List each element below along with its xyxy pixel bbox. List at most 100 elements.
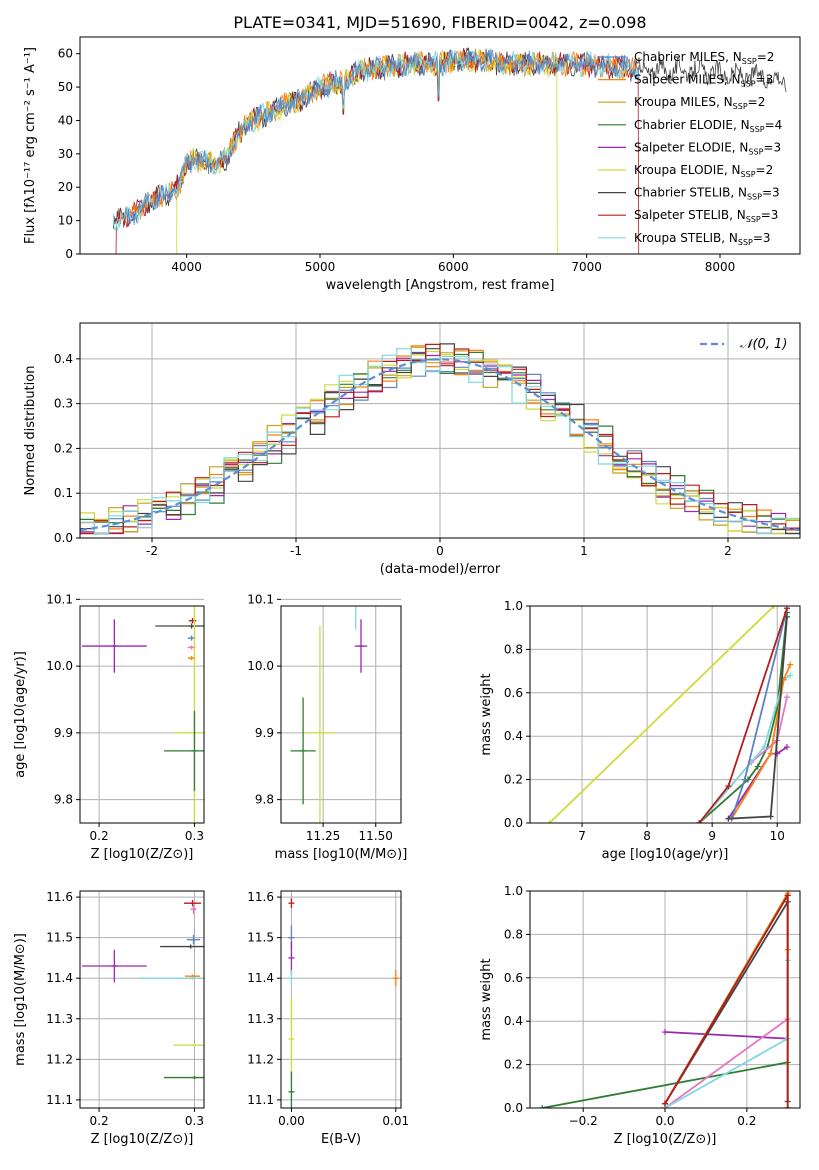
y-tick-label: 11.6 <box>46 890 73 904</box>
mass_vs_ebv-points <box>288 898 399 1108</box>
y-tick-label: 10 <box>58 214 73 228</box>
y-tick-label: 11.2 <box>46 1052 73 1066</box>
mass_vs_ebv-frame <box>280 890 402 1109</box>
x-tick-label: 4000 <box>171 260 202 274</box>
residual-histograms <box>80 343 800 535</box>
data-point <box>662 1100 668 1107</box>
y-tick-label: 10.0 <box>247 659 274 673</box>
y-tick-label: 0.0 <box>54 531 73 545</box>
legend-label: Salpeter STELIB, NSSP=3 <box>634 208 778 224</box>
age_vs_Z-ylabel: age [log10(age/yr)] <box>13 651 28 778</box>
y-tick-label: 60 <box>58 47 73 61</box>
y-tick-label: 11.5 <box>247 931 274 945</box>
legend-label: Kroupa ELODIE, NSSP=2 <box>634 163 773 179</box>
x-tick-label: 9 <box>708 829 716 843</box>
y-tick-label: 11.4 <box>247 971 274 985</box>
mass_weight_vs_age-series <box>546 606 794 823</box>
data-point <box>783 694 790 701</box>
data-point <box>787 672 794 679</box>
spectrum-line <box>124 48 641 226</box>
legend-text: Kroupa STELIB, N <box>634 231 738 245</box>
mass_weight_vs_Z-axes: −0.2 0.0 0.2 0.0 0.2 0.4 0.6 0.8 1.0 <box>504 884 800 1128</box>
legend-label: Chabrier MILES, NSSP=2 <box>634 50 774 66</box>
legend-label: Salpeter ELODIE, NSSP=3 <box>634 140 781 156</box>
x-tick-label: 6000 <box>438 260 469 274</box>
y-tick-label: 9.9 <box>54 726 73 740</box>
y-tick-label: 11.5 <box>46 931 73 945</box>
y-tick-label: 20 <box>58 180 73 194</box>
legend-subscript: SSP <box>742 57 757 66</box>
mass_vs_Z-ylabel: mass [log10(M/M⊙)] <box>13 933 28 1066</box>
residuals-frame <box>79 322 801 539</box>
data-point <box>539 1105 546 1108</box>
age_vs_Z-axes: 0.2 0.3 9.8 9.9 10.0 10.1 <box>46 592 204 843</box>
age_vs_mass-points <box>290 606 368 823</box>
data-point <box>546 820 553 823</box>
x-tick-label: 7 <box>578 829 586 843</box>
y-tick-label: 0.4 <box>504 729 523 743</box>
x-tick-label: -2 <box>146 544 158 558</box>
data-point <box>767 813 774 820</box>
mass_vs_Z-xlabel: Z [log10(Z/Z⊙)] <box>91 1132 194 1147</box>
y-tick-label: 0.2 <box>504 1058 523 1072</box>
y-tick-label: 0.0 <box>504 1101 523 1115</box>
y-tick-label: 1.0 <box>504 599 523 613</box>
legend-tail: =2 <box>757 50 775 64</box>
y-tick-label: 0.3 <box>54 397 73 411</box>
data-point <box>696 820 703 823</box>
x-tick-label: 8 <box>643 829 651 843</box>
data-point <box>784 1105 791 1108</box>
y-tick-label: 1.0 <box>504 884 523 898</box>
x-tick-label: 7000 <box>571 260 602 274</box>
legend-subscript: SSP <box>746 215 761 224</box>
legend-label: Salpeter MILES, NSSP=3 <box>634 73 773 89</box>
histogram-series <box>80 346 800 535</box>
data-point <box>787 661 794 668</box>
legend-label: Chabrier ELODIE, NSSP=4 <box>634 118 782 134</box>
x-tick-label: −0.2 <box>569 1114 598 1128</box>
x-tick-label: 0.3 <box>185 829 204 843</box>
data-point <box>783 744 790 751</box>
legend-text: Salpeter MILES, N <box>634 73 741 87</box>
data-point <box>662 1029 668 1036</box>
mass_vs_ebv-xlabel: E(B-V) <box>321 1132 361 1147</box>
data-point <box>725 815 732 822</box>
y-tick-label: 11.1 <box>247 1093 274 1107</box>
y-tick-label: 0.8 <box>504 927 523 941</box>
x-tick-label: 2 <box>724 544 732 558</box>
mass_weight_vs_Z-xlabel: Z [log10(Z/Z⊙)] <box>614 1132 717 1147</box>
y-tick-label: 10.1 <box>46 592 73 606</box>
legend-tail: =2 <box>756 163 774 177</box>
x-tick-label: 0.00 <box>278 1114 305 1128</box>
legend-text: Salpeter ELODIE, N <box>634 140 748 154</box>
legend-text: Chabrier STELIB, N <box>634 186 747 200</box>
x-tick-label: 0.3 <box>185 1114 204 1128</box>
spectrum-line <box>124 48 640 224</box>
spectrum-xlabel: wavelength [Angstrom, rest frame] <box>326 278 555 293</box>
legend-text: Kroupa ELODIE, N <box>634 163 741 177</box>
y-tick-label: 0.4 <box>504 1014 523 1028</box>
mass-weight-line <box>664 1018 789 1108</box>
x-tick-label: 11.25 <box>306 829 340 843</box>
age_vs_mass-frame <box>280 605 402 824</box>
legend-tail: =2 <box>748 95 766 109</box>
mass-weight-line <box>664 1031 788 1040</box>
y-tick-label: 10.1 <box>247 592 274 606</box>
data-point <box>770 606 777 609</box>
legend-tail: =3 <box>761 208 779 222</box>
y-tick-label: 0.4 <box>54 352 73 366</box>
data-point <box>767 750 774 757</box>
legend-label: Chabrier STELIB, NSSP=3 <box>634 186 780 202</box>
data-point <box>754 763 761 770</box>
legend-subscript: SSP <box>738 238 753 247</box>
legend-subscript: SSP <box>750 125 765 134</box>
y-tick-label: 9.9 <box>255 726 274 740</box>
x-tick-label: 10 <box>770 829 785 843</box>
y-tick-label: 0.8 <box>504 642 523 656</box>
residuals-xlabel: (data-model)/error <box>380 562 501 577</box>
age_vs_mass-xlabel: mass [log10(M/M⊙)] <box>275 847 408 862</box>
x-tick-label: 0 <box>436 544 444 558</box>
spectrum-series <box>112 47 787 254</box>
mass-weight-line <box>698 612 788 823</box>
